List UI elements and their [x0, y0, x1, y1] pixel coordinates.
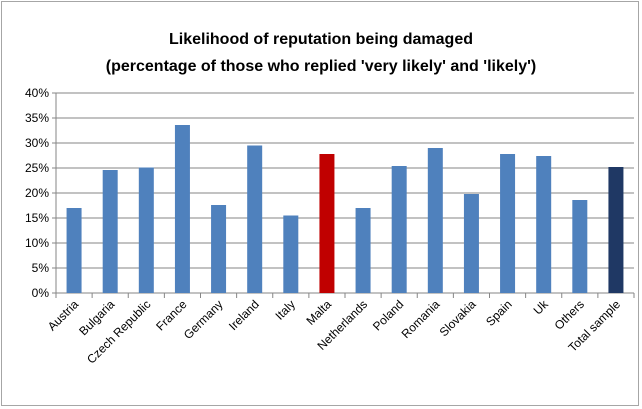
bar	[536, 156, 552, 293]
bar	[283, 215, 299, 293]
bar	[427, 148, 443, 293]
bar	[138, 167, 154, 293]
bar	[572, 200, 588, 293]
bar	[211, 205, 227, 293]
x-tick-label: Germany	[181, 297, 226, 342]
y-tick-label: 25%	[25, 161, 49, 175]
bar	[174, 125, 190, 293]
y-tick-label: 5%	[32, 261, 50, 275]
x-tick-label: Czech Republic	[84, 297, 153, 366]
bar	[319, 154, 335, 293]
bar	[608, 167, 624, 293]
y-tick-label: 10%	[25, 236, 49, 250]
y-tick-label: 35%	[25, 111, 49, 125]
x-tick-label: Malta	[303, 297, 334, 328]
bar	[355, 208, 371, 293]
y-tick-label: 30%	[25, 136, 49, 150]
bar	[391, 166, 407, 293]
bar	[463, 194, 479, 293]
x-tick-label: Ireland	[226, 297, 262, 333]
y-tick-label: 15%	[25, 211, 49, 225]
x-tick-label: Slovakia	[437, 297, 479, 339]
y-tick-label: 20%	[25, 186, 49, 200]
chart-subtitle: (percentage of those who replied 'very l…	[106, 58, 536, 75]
y-tick-label: 40%	[25, 86, 49, 100]
axes	[52, 92, 635, 298]
bar	[102, 170, 118, 293]
bar	[500, 154, 516, 293]
bar	[66, 208, 82, 293]
bar	[247, 145, 263, 293]
x-tick-label: Italy	[272, 297, 297, 322]
bars	[66, 125, 624, 293]
x-tick-label: Romania	[399, 297, 443, 341]
x-tick-label: Others	[552, 297, 587, 332]
y-tick-label: 0%	[32, 286, 50, 300]
x-tick-label: Spain	[483, 297, 515, 329]
chart-title: Likelihood of reputation being damaged	[169, 31, 473, 48]
y-tick-labels: 0% 5% 10% 15% 20% 25% 30% 35% 40%	[25, 86, 49, 300]
x-tick-label: Uk	[531, 297, 552, 318]
